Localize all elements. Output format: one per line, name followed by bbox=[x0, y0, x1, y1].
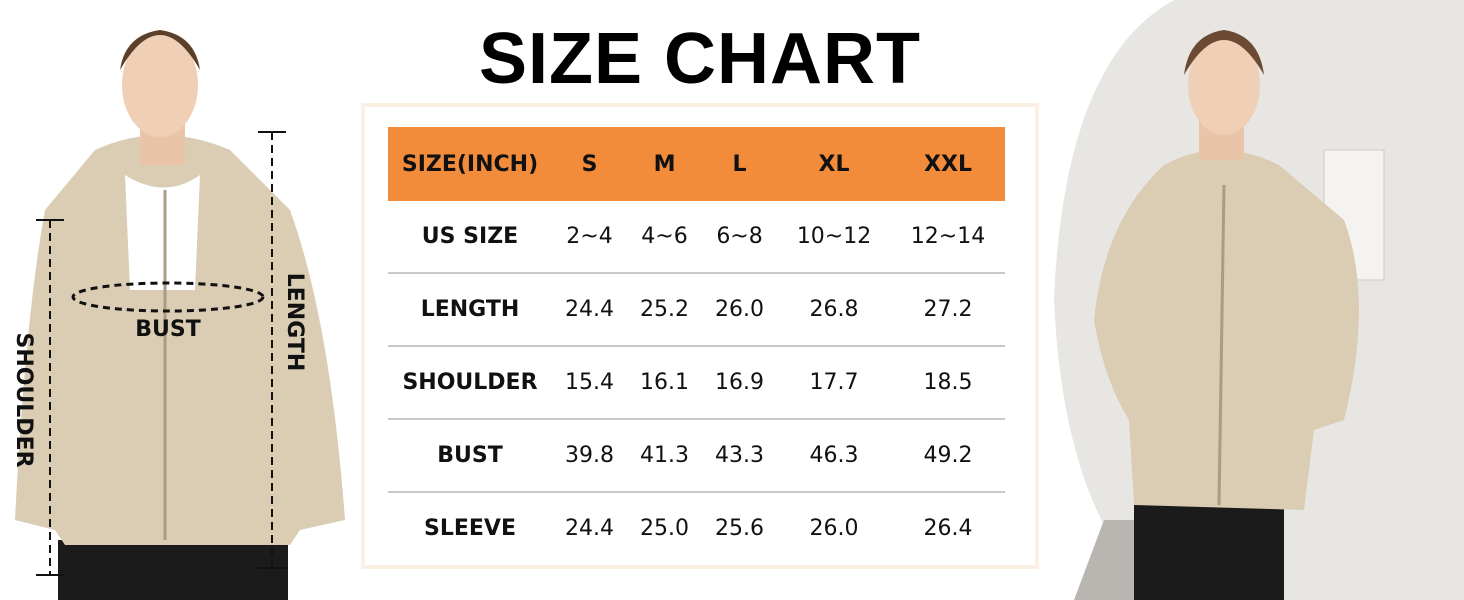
row-header: BUST bbox=[388, 419, 552, 493]
cell: 2~4 bbox=[552, 201, 628, 274]
model-right bbox=[1054, 0, 1464, 600]
table-row: US SIZE 2~4 4~6 6~8 10~12 12~14 bbox=[388, 201, 1005, 274]
size-header: L bbox=[702, 127, 778, 201]
cell: 18.5 bbox=[891, 346, 1005, 420]
cell: 24.4 bbox=[552, 273, 628, 347]
table-body: US SIZE 2~4 4~6 6~8 10~12 12~14 LENGTH 24.4 25.2… bbox=[388, 201, 1005, 564]
hair bbox=[120, 30, 200, 70]
cell: 15.4 bbox=[552, 346, 628, 420]
pants bbox=[58, 540, 288, 600]
table-header: SIZE(INCH) S M L XL XXL bbox=[388, 127, 1005, 201]
table-row: LENGTH 24.4 25.2 26.0 26.8 27.2 bbox=[388, 273, 1005, 347]
row-header: SLEEVE bbox=[424, 516, 516, 541]
cell: 39.8 bbox=[552, 419, 628, 493]
corner-header: SIZE(INCH) bbox=[388, 127, 552, 201]
cell: 26.0 bbox=[702, 273, 778, 347]
table-row: BUST 39.8 41.3 43.3 46.3 49.2 bbox=[388, 419, 1005, 493]
row-header: LENGTH bbox=[388, 273, 552, 347]
face bbox=[1188, 35, 1260, 135]
row-header: US SIZE bbox=[388, 201, 552, 274]
cell: 43.3 bbox=[702, 419, 778, 493]
hair bbox=[1184, 30, 1264, 75]
cell: 10~12 bbox=[777, 201, 892, 274]
cell: 49.2 bbox=[891, 419, 1005, 493]
size-header: XXL bbox=[891, 127, 1005, 201]
row-header: SHOULDER bbox=[388, 346, 552, 420]
cell: 25.6 bbox=[715, 516, 765, 541]
shirt bbox=[125, 175, 200, 290]
cell: 12~14 bbox=[891, 201, 1005, 274]
title: SIZE CHART bbox=[479, 19, 921, 99]
cell: 25.0 bbox=[640, 516, 690, 541]
size-header: M bbox=[627, 127, 703, 201]
cell: 26.4 bbox=[923, 516, 973, 541]
model-left: BUST LENGTH SHOULDER bbox=[11, 30, 345, 600]
cell: 16.1 bbox=[627, 346, 703, 420]
table-row: SLEEVE 24.4 25.0 25.6 26.0 26.4 bbox=[388, 492, 1005, 564]
jacket bbox=[15, 135, 345, 545]
cell: 26.8 bbox=[777, 273, 892, 347]
bust-label: BUST bbox=[135, 317, 200, 342]
cell: 24.4 bbox=[565, 516, 614, 541]
cell: 4~6 bbox=[627, 201, 703, 274]
cell: 26.0 bbox=[809, 516, 859, 541]
cell: 16.9 bbox=[702, 346, 778, 420]
length-label: LENGTH bbox=[282, 273, 307, 372]
cell: 27.2 bbox=[891, 273, 1005, 347]
cell: 41.3 bbox=[627, 419, 703, 493]
size-table: SIZE(INCH) S M L XL XXL US SIZE 2~4 4~6 6~8 10~12… bbox=[388, 127, 1005, 564]
cell: 25.2 bbox=[627, 273, 703, 347]
size-header: S bbox=[552, 127, 628, 201]
size-header: XL bbox=[777, 127, 892, 201]
cell: 6~8 bbox=[702, 201, 778, 274]
header-row: SIZE(INCH) S M L XL XXL bbox=[388, 127, 1005, 201]
shoulder-label: SHOULDER bbox=[11, 332, 36, 467]
face bbox=[122, 33, 198, 137]
pants bbox=[1134, 495, 1284, 600]
cell: 46.3 bbox=[777, 419, 892, 493]
cell: 17.7 bbox=[777, 346, 892, 420]
zipper bbox=[1217, 184, 1226, 506]
jacket bbox=[1094, 150, 1359, 510]
table-row: SHOULDER 15.4 16.1 16.9 17.7 18.5 bbox=[388, 346, 1005, 420]
bust-measure bbox=[71, 281, 265, 313]
